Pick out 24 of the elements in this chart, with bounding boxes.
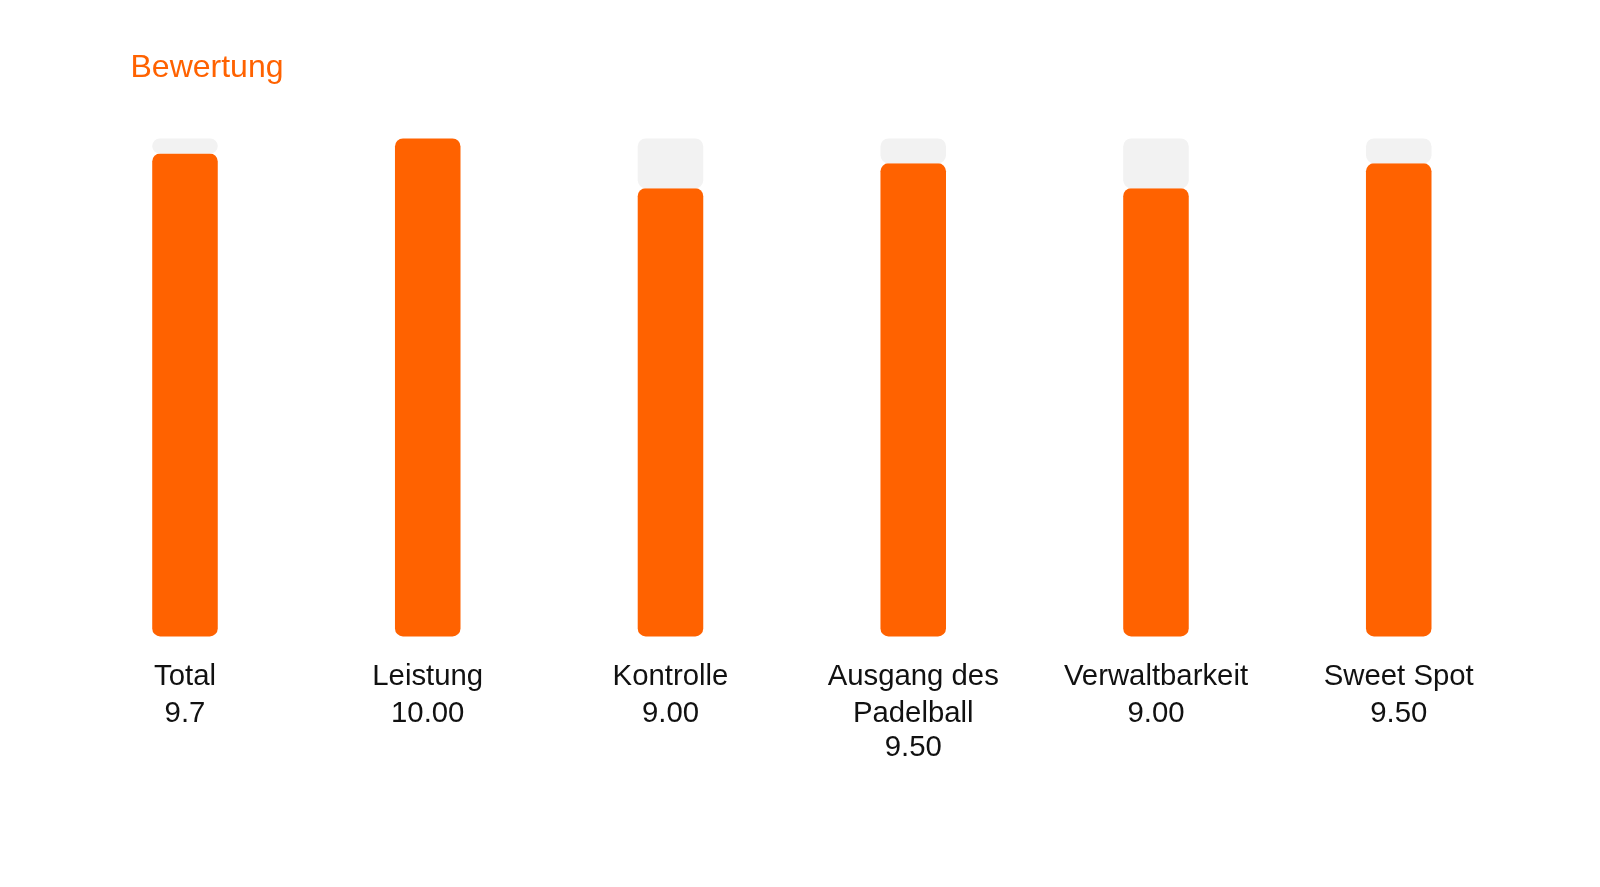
x-tick-label: Ausgang des Padelball (827, 658, 999, 728)
data-label: 9.00 (641, 695, 700, 729)
data-label: 9.7 (164, 695, 206, 729)
bar (1123, 188, 1189, 637)
bar (152, 153, 218, 637)
x-tick-label: Sweet Spot (1323, 658, 1474, 692)
x-tick-label: Verwaltbarkeit (1063, 658, 1249, 692)
data-label: 10.00 (391, 695, 465, 729)
bar (1365, 163, 1432, 637)
x-tick-label: Leistung (372, 658, 484, 692)
data-label: 9.00 (1127, 695, 1185, 729)
bar (637, 138, 704, 189)
data-label: 9.50 (1370, 695, 1428, 729)
bar (637, 188, 704, 637)
x-tick-label: Total (154, 658, 216, 692)
chart-title: Bewertung (130, 47, 284, 84)
bar (1365, 138, 1432, 164)
data-label: 9.50 (884, 729, 942, 763)
bar (152, 138, 218, 154)
bar (880, 163, 946, 637)
x-tick-label: Kontrolle (612, 658, 729, 692)
bar (880, 138, 946, 164)
bar (1123, 138, 1189, 189)
bar (394, 138, 461, 637)
